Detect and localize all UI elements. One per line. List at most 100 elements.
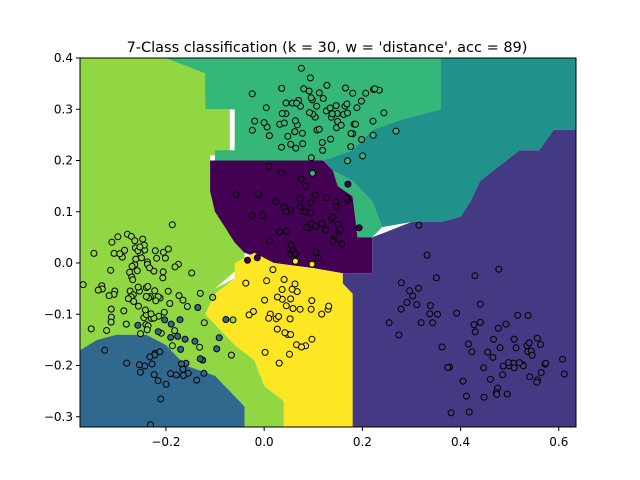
data-point <box>244 256 251 264</box>
data-point <box>254 190 262 198</box>
data-point <box>344 109 351 117</box>
data-point <box>306 74 314 82</box>
data-point <box>344 157 351 165</box>
data-point <box>281 329 289 337</box>
data-point <box>499 371 506 379</box>
data-point <box>146 264 153 272</box>
data-point <box>269 266 277 274</box>
data-point <box>287 140 295 148</box>
data-point <box>525 339 533 347</box>
data-point <box>263 277 271 285</box>
data-point <box>272 198 280 205</box>
data-point <box>277 168 285 176</box>
data-point <box>476 318 484 326</box>
data-point <box>108 238 116 246</box>
data-point <box>167 333 175 341</box>
data-point <box>297 175 305 183</box>
data-point <box>505 359 512 367</box>
data-point <box>147 310 155 318</box>
data-point <box>298 129 306 137</box>
data-point <box>533 378 541 386</box>
data-point <box>453 309 461 317</box>
plot-frame <box>79 57 577 428</box>
data-point <box>273 325 281 333</box>
data-point <box>265 132 273 140</box>
data-point <box>48 230 54 236</box>
data-point <box>327 135 335 143</box>
data-point <box>196 289 204 297</box>
data-point <box>323 81 331 89</box>
data-point <box>162 380 170 388</box>
data-point <box>138 254 145 262</box>
x-tick-label: 0.6 <box>549 435 568 449</box>
data-point <box>537 341 544 348</box>
data-point <box>291 250 299 258</box>
data-point <box>444 364 452 371</box>
data-point <box>292 144 300 152</box>
data-point <box>176 316 184 324</box>
data-point <box>120 307 128 315</box>
data-point <box>284 132 292 140</box>
data-point <box>459 377 467 385</box>
data-point <box>358 136 366 143</box>
data-point <box>287 295 295 303</box>
data-point <box>179 372 187 379</box>
data-point <box>248 211 256 219</box>
data-point <box>308 335 316 343</box>
data-point <box>300 85 308 93</box>
data-point <box>308 260 316 268</box>
data-point <box>164 245 172 253</box>
data-point <box>533 334 541 342</box>
data-point <box>139 235 147 243</box>
data-point <box>154 377 162 385</box>
data-point <box>105 292 113 300</box>
data-point <box>259 211 267 219</box>
data-points <box>48 64 568 427</box>
data-point <box>312 248 320 256</box>
data-point <box>318 310 326 318</box>
x-axis: −0.2 0.0 0.2 0.4 0.6 <box>151 427 568 449</box>
data-point <box>278 84 286 92</box>
data-point <box>426 302 434 310</box>
data-point <box>307 305 315 313</box>
data-point <box>276 228 284 236</box>
data-point <box>362 89 370 97</box>
data-point <box>142 293 150 300</box>
data-point <box>103 327 111 334</box>
decision-region-class-0 <box>210 160 373 274</box>
data-point <box>262 104 270 112</box>
data-point <box>131 237 139 245</box>
data-point <box>495 265 503 273</box>
data-point <box>515 359 523 367</box>
data-point <box>143 326 151 334</box>
data-point <box>315 89 323 97</box>
data-point <box>121 246 129 254</box>
data-point <box>463 392 470 400</box>
data-point <box>296 305 304 313</box>
data-point <box>122 320 130 328</box>
data-point <box>397 305 405 313</box>
data-point <box>426 310 434 318</box>
x-tick-label: 0.2 <box>353 435 372 449</box>
data-point <box>278 143 285 151</box>
data-point <box>161 254 169 262</box>
decision-region-class-4 <box>165 58 441 161</box>
data-point <box>468 348 476 356</box>
data-point <box>242 279 250 287</box>
data-point <box>332 102 340 110</box>
data-point <box>147 421 154 427</box>
data-point <box>222 316 230 323</box>
data-point <box>528 351 536 359</box>
data-point <box>484 348 492 356</box>
data-point <box>136 368 144 376</box>
data-point <box>280 119 288 127</box>
data-point <box>156 348 164 356</box>
data-point <box>318 139 326 146</box>
data-point <box>465 408 473 416</box>
data-point <box>288 285 296 293</box>
data-point <box>167 320 175 328</box>
data-point <box>266 237 274 245</box>
data-point <box>447 409 455 417</box>
data-point <box>526 373 534 381</box>
data-point <box>282 302 290 310</box>
